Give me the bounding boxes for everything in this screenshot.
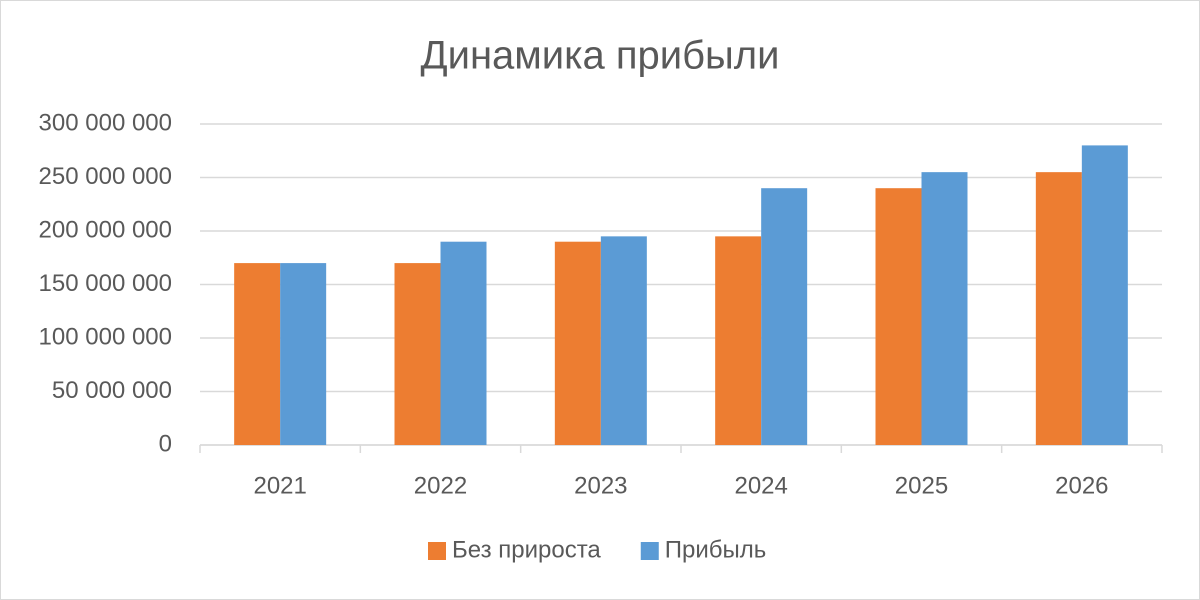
legend-swatch xyxy=(428,542,446,560)
chart-title: Динамика прибыли xyxy=(421,34,780,78)
y-tick-label: 300 000 000 xyxy=(39,109,172,136)
y-tick-label: 150 000 000 xyxy=(39,270,172,297)
bar xyxy=(440,241,487,445)
legend-label: Прибыль xyxy=(665,536,767,563)
x-tick-label: 2023 xyxy=(574,472,627,499)
bar xyxy=(761,188,808,445)
legend-label: Без прироста xyxy=(452,536,601,563)
bar xyxy=(394,263,441,445)
y-tick-label: 50 000 000 xyxy=(52,377,172,404)
bar xyxy=(280,263,327,445)
x-tick-label: 2026 xyxy=(1055,472,1108,499)
x-tick-label: 2022 xyxy=(414,472,467,499)
x-tick-label: 2024 xyxy=(734,472,787,499)
bar xyxy=(600,236,647,445)
x-tick-label: 2025 xyxy=(895,472,948,499)
x-tick-label: 2021 xyxy=(253,472,306,499)
bar xyxy=(1035,172,1082,445)
legend-swatch xyxy=(640,542,659,560)
bar xyxy=(921,172,968,445)
bar xyxy=(875,188,922,445)
bar xyxy=(1081,145,1128,445)
y-tick-label: 0 xyxy=(159,430,172,457)
bar xyxy=(234,263,281,445)
y-tick-label: 200 000 000 xyxy=(39,216,172,243)
y-tick-label: 100 000 000 xyxy=(39,323,172,350)
bar xyxy=(715,236,762,445)
bar xyxy=(554,241,601,445)
y-tick-label: 250 000 000 xyxy=(39,163,172,190)
